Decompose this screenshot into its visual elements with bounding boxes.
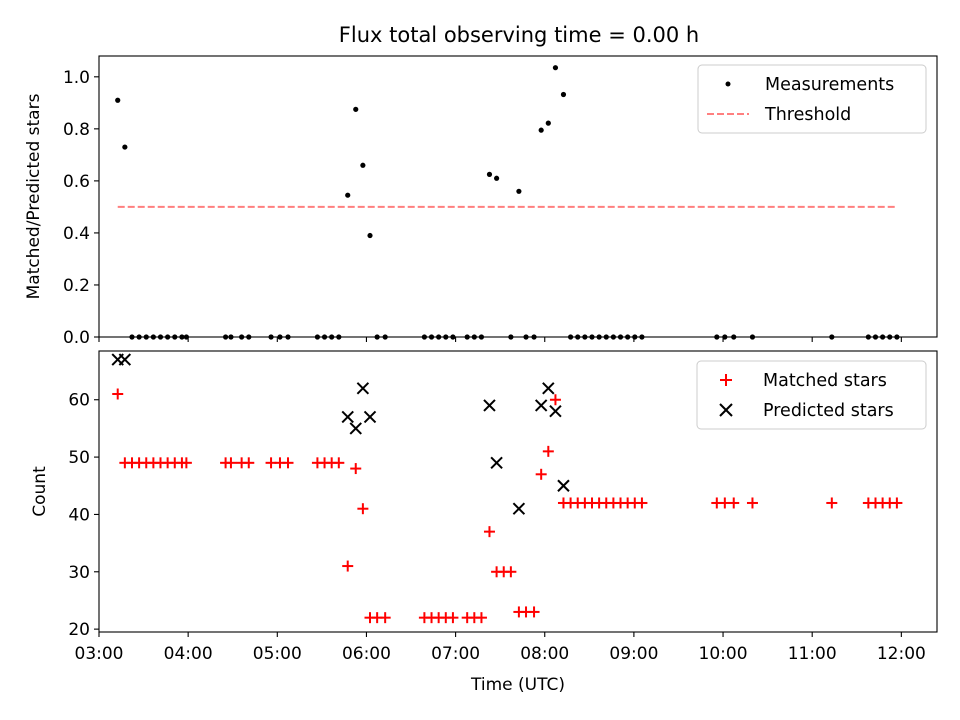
predicted-star-point [549, 405, 562, 418]
measurement-point [494, 175, 500, 181]
matched-star-point [475, 612, 487, 624]
measurement-point [538, 127, 544, 133]
x-tick-label: 05:00 [253, 644, 302, 664]
legend-matched-marker [720, 374, 732, 386]
predicted-star-point [534, 399, 548, 412]
measurement-point [367, 232, 373, 239]
measurement-point [560, 91, 567, 98]
bottom-y-tick-label: 50 [68, 448, 90, 468]
measurement-point [353, 106, 359, 112]
top-y-tick-label: 1.0 [63, 68, 90, 88]
bottom-y-axis-label: Count [30, 466, 50, 517]
x-tick-label: 12:00 [877, 644, 926, 664]
predicted-star-point [490, 456, 503, 470]
predicted-star-point [349, 422, 362, 435]
x-tick-label: 10:00 [699, 644, 748, 664]
matched-star-point [112, 388, 124, 400]
top-y-axis-label: Matched/Predicted stars [24, 93, 44, 299]
predicted-star-point [557, 479, 570, 492]
matched-star-point [357, 503, 369, 515]
measurement-point [122, 144, 128, 150]
top-y-tick-label: 0.6 [63, 172, 90, 192]
x-tick-label: 07:00 [431, 644, 480, 664]
top-y-axis: 0.0 0.2 0.4 0.6 0.8 1.0 [63, 68, 99, 348]
matched-star-point [728, 497, 740, 509]
measurement-point [345, 192, 351, 198]
chart-title: Flux total observing time = 0.00 h [339, 23, 699, 47]
bottom-panel: 20 30 40 50 60 03:00 04:00 05:00 06:00 07:00 08:0… [30, 350, 938, 695]
matched-star-point [746, 497, 758, 509]
legend-measurements-label: Measurements [765, 75, 894, 95]
measurement-point [552, 65, 559, 71]
top-panel: 0.0 0.2 0.4 0.6 0.8 1.0 Matched/Predicted sta… [24, 55, 938, 348]
matched-star-point [891, 497, 903, 509]
matched-star-point [535, 468, 547, 480]
matched-star-point [528, 606, 540, 618]
bottom-legend-box [696, 360, 927, 430]
legend-measurements-marker [725, 81, 731, 87]
top-y-tick-label: 0.8 [63, 120, 90, 140]
measurement-point [516, 188, 522, 194]
matched-star-point [225, 457, 237, 469]
measurement-point [360, 162, 366, 168]
x-tick-label: 09:00 [609, 644, 658, 664]
bottom-y-tick-label: 30 [68, 563, 90, 583]
matched-star-point [483, 526, 495, 538]
matched-star-point [549, 394, 561, 406]
predicted-star-point [356, 382, 370, 395]
top-x-axis [98, 337, 902, 342]
bottom-y-tick-label: 20 [68, 620, 90, 640]
legend-threshold-label: Threshold [764, 105, 851, 125]
x-tick-label: 06:00 [342, 644, 391, 664]
predicted-star-point [363, 410, 377, 424]
bottom-y-tick-label: 60 [68, 391, 90, 411]
matched-star-point [243, 457, 255, 469]
matched-star-point [282, 457, 294, 469]
matched-star-point [350, 463, 362, 475]
bottom-y-axis: 20 30 40 50 60 [68, 391, 99, 640]
bottom-x-axis: 03:00 04:00 05:00 06:00 07:00 08:00 09:00 10:00… [75, 632, 926, 664]
measurement-point [115, 97, 121, 103]
matched-star-point [333, 457, 345, 469]
matched-star-point [379, 612, 391, 624]
measurement-point [545, 120, 551, 126]
x-axis-label: Time (UTC) [470, 675, 565, 695]
legend-predicted-label: Predicted stars [763, 401, 894, 421]
matched-star-point [180, 457, 192, 469]
top-legend: Measurements Threshold [697, 64, 927, 134]
top-y-tick-label: 0.2 [63, 276, 90, 296]
x-tick-label: 08:00 [520, 644, 569, 664]
predicted-star-point [542, 382, 555, 395]
predicted-star-point [118, 353, 132, 366]
bottom-y-tick-label: 40 [68, 505, 90, 525]
legend-predicted-marker [719, 403, 733, 417]
measurement-point [486, 171, 493, 177]
top-axes-frame [98, 55, 938, 338]
bottom-axes-frame [98, 350, 938, 633]
legend-matched-label: Matched stars [763, 371, 887, 391]
matched-star-point [505, 566, 517, 578]
predicted-star-point [483, 399, 496, 412]
top-y-tick-label: 0.4 [63, 224, 90, 244]
matched-star-point [447, 612, 459, 624]
bottom-legend: Matched stars Predicted stars [696, 360, 927, 430]
x-tick-label: 11:00 [788, 644, 837, 664]
matched-star-point [636, 497, 648, 509]
predicted-star-point [341, 410, 354, 424]
x-tick-label: 03:00 [75, 644, 124, 664]
matched-star-point [826, 497, 838, 509]
bottom-plot-marks [111, 353, 903, 624]
predicted-star-point [512, 502, 526, 515]
top-y-tick-label: 0.0 [63, 328, 90, 348]
matched-star-point [342, 560, 354, 572]
top-legend-box [697, 64, 927, 134]
x-tick-label: 04:00 [164, 644, 213, 664]
matched-star-point [542, 445, 554, 457]
